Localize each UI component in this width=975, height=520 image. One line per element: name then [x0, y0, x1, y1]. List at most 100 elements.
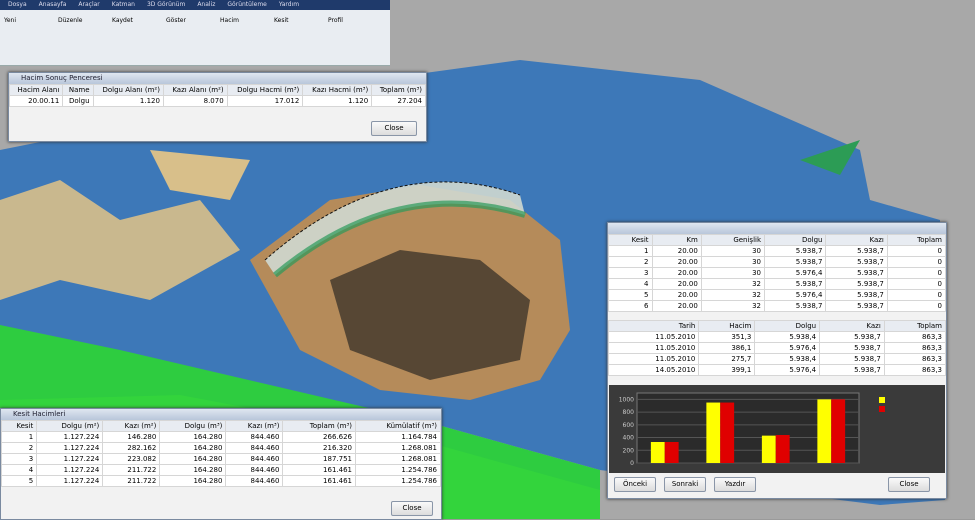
window-title — [608, 223, 946, 234]
ribbon-item[interactable]: Profil — [328, 17, 343, 24]
table-row: 4 1.127.224 211.722 164.280 844.460 161.461 1.… — [1, 464, 441, 476]
ribbon-tab[interactable]: Araçlar — [78, 1, 100, 8]
ribbon-item[interactable]: Düzenle — [58, 17, 83, 24]
cell: 20.00 — [651, 267, 702, 279]
column-header: Kesit — [608, 234, 653, 246]
table-row: 2 1.127.224 282.162 164.280 844.460 216.320 1.… — [1, 442, 441, 454]
cell: 399,1 — [698, 364, 756, 376]
cell: 5.938,7 — [825, 245, 888, 257]
cell: 161.461 — [282, 464, 356, 476]
header-row: Hacim Alanı Name Dolgu Alanı (m²) Kazı Alan… — [9, 84, 426, 96]
cell: 223.082 — [102, 453, 161, 465]
cell: 20.00 — [651, 245, 702, 257]
cell: 30 — [700, 256, 766, 268]
cell: 8.070 — [162, 95, 228, 107]
cell: 11.05.2010 — [608, 331, 700, 343]
ribbon-item[interactable]: Kaydet — [112, 17, 133, 24]
column-header: Toplam — [883, 320, 946, 332]
toolbar-button[interactable]: Yazdır — [714, 477, 756, 492]
table-row: 11.05.2010 275,7 5.938,4 5.938,7 863,3 — [608, 353, 946, 365]
column-header: Toplam (m³) — [371, 84, 426, 96]
ribbon-item[interactable]: Hacim — [220, 17, 239, 24]
toolbar-button[interactable]: Önceki — [614, 477, 656, 492]
cell: 5.938,7 — [819, 331, 885, 343]
cell: 5.976,4 — [754, 364, 821, 376]
bar — [706, 402, 721, 463]
cell: 5.938,7 — [819, 353, 885, 365]
cell: 863,3 — [883, 364, 946, 376]
cell: 20.00 — [651, 256, 702, 268]
header-row: Tarih Hacim Dolgu Kazı Toplam — [608, 320, 946, 332]
ribbon-tab[interactable]: Yardım — [278, 1, 300, 8]
cell: 844.460 — [225, 453, 284, 465]
window-title: Hacim Sonuç Penceresi — [9, 73, 426, 84]
cell: 1.127.224 — [36, 431, 104, 443]
cell: 14.05.2010 — [608, 364, 700, 376]
column-header: Dolgu Alanı (m²) — [92, 84, 164, 96]
cell: 32 — [700, 289, 766, 301]
column-header: Dolgu — [754, 320, 821, 332]
cell: 1.268.081 — [354, 453, 441, 465]
ribbon: Dosya Anasayfa Araçlar Katman 3D Görünüm Anal… — [0, 0, 390, 66]
column-header: Hacim Alanı — [9, 84, 64, 96]
ribbon-item[interactable]: Kesit — [274, 17, 289, 24]
cell: 5.938,7 — [825, 256, 888, 268]
legend-swatch — [879, 406, 885, 412]
cell: 4 — [608, 278, 653, 290]
cell: 4 — [1, 464, 38, 476]
cell: 1.127.224 — [36, 453, 104, 465]
column-header: Kümülatif (m³) — [354, 420, 441, 432]
cell: 1.127.224 — [36, 475, 104, 487]
cell: 1.120 — [92, 95, 164, 107]
cell: 5.938,4 — [754, 331, 821, 343]
cell: 11.05.2010 — [608, 353, 700, 365]
ribbon-tab[interactable]: Görüntüleme — [227, 1, 267, 8]
cell: 844.460 — [225, 431, 284, 443]
table-row: 2 20.00 30 5.938,7 5.938,7 0 — [608, 256, 946, 268]
column-header: Kazı (m³) — [225, 420, 284, 432]
cell: 3 — [608, 267, 653, 279]
cell: 27.204 — [371, 95, 426, 107]
column-header: Kazı — [819, 320, 885, 332]
cell: 5.938,4 — [754, 353, 821, 365]
cell: 5.938,7 — [825, 267, 888, 279]
bar — [720, 402, 735, 463]
close-button[interactable]: Close — [371, 121, 417, 136]
ribbon-tab[interactable]: Analiz — [197, 1, 216, 8]
cell: 1.254.786 — [354, 464, 441, 476]
column-header: Kazı — [825, 234, 888, 246]
window-title: Kesit Hacimleri — [1, 409, 441, 420]
table-row: 6 20.00 32 5.938,7 5.938,7 0 — [608, 300, 946, 312]
ribbon-tab[interactable]: Katman — [111, 1, 135, 8]
ribbon-tab[interactable]: Dosya — [8, 1, 27, 8]
cell: 5.938,7 — [825, 278, 888, 290]
toolbar-button[interactable]: Sonraki — [664, 477, 706, 492]
cell: 1.268.081 — [354, 442, 441, 454]
column-header: Hacim — [698, 320, 756, 332]
cell: 1.127.224 — [36, 442, 104, 454]
cell: 5.976,4 — [764, 267, 827, 279]
cell: 164.280 — [159, 464, 227, 476]
toolbar-button[interactable]: Close — [888, 477, 930, 492]
y-tick-label: 400 — [623, 435, 635, 442]
cell: 863,3 — [883, 331, 946, 343]
cell: 30 — [700, 267, 766, 279]
column-header: Dolgu (m²) — [36, 420, 104, 432]
ribbon-item[interactable]: Yeni — [4, 17, 17, 24]
ribbon-item[interactable]: Göster — [166, 17, 186, 24]
cell: 2 — [608, 256, 653, 268]
table-row: 4 20.00 32 5.938,7 5.938,7 0 — [608, 278, 946, 290]
column-header: Kazı Alanı (m²) — [162, 84, 228, 96]
cell: 32 — [700, 300, 766, 312]
column-header: Tarih — [608, 320, 700, 332]
cell: 164.280 — [159, 453, 227, 465]
ribbon-tab[interactable]: Anasayfa — [38, 1, 67, 8]
close-button[interactable]: Close — [391, 501, 433, 516]
table-row: 5 20.00 32 5.976,4 5.938,7 0 — [608, 289, 946, 301]
y-tick-label: 0 — [630, 460, 634, 467]
data-table: Kesit Km Genişlik Dolgu Kazı Toplam 1 20.00 30 5.… — [608, 234, 946, 312]
ribbon-tab[interactable]: 3D Görünüm — [146, 1, 186, 8]
cell: 351,3 — [698, 331, 756, 343]
cell: 0 — [886, 256, 946, 268]
